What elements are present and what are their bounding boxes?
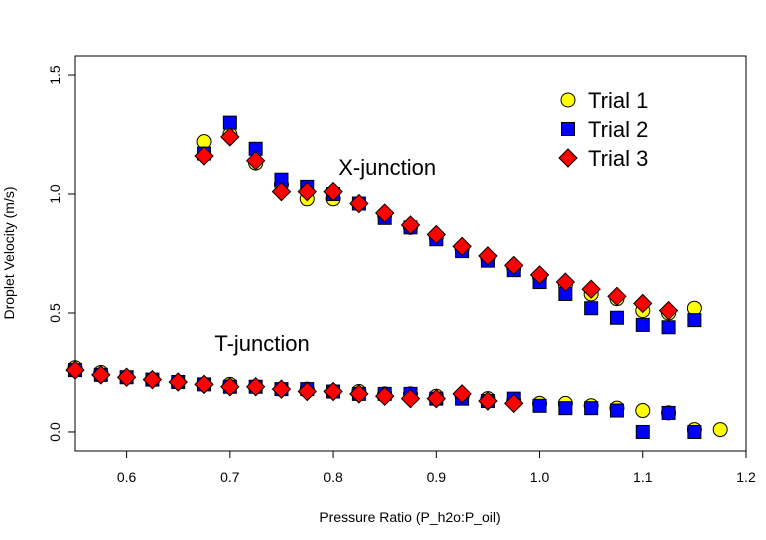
data-point [349,384,369,404]
data-point [222,115,237,130]
data-point [452,384,472,404]
data-point [400,215,421,235]
data-point [220,377,240,397]
data-point [297,381,317,402]
legend-item: Trial 3 [558,146,648,171]
data-point [245,377,266,397]
y-axis-label: Droplet Velocity (m/s) [1,186,17,319]
data-point [504,255,524,276]
x-tick-label: 0.9 [427,469,447,485]
x-tick-label: 0.6 [117,469,137,485]
legend: Trial 1 Trial 2 Trial 3 [558,88,648,171]
data-point [245,150,266,171]
x-tick-label: 0.7 [220,469,240,485]
data-point [452,236,472,257]
data-point [323,181,343,202]
x-axis: 0.6 0.7 0.8 0.9 1.0 1.1 1.2 [117,450,756,485]
data-points [65,115,728,439]
legend-marker [561,122,575,136]
data-point [581,279,601,299]
data-point [712,422,728,438]
data-point [426,224,447,245]
annotation-label: T-junction [214,331,309,356]
data-point [661,405,676,420]
y-tick-label: 1.0 [47,184,63,204]
data-point [687,424,702,439]
x-tick-label: 0.8 [323,469,343,485]
data-point [220,127,240,147]
data-point [658,300,679,321]
data-point [142,369,163,390]
x-tick-label: 1.2 [736,469,756,485]
x-axis-label: Pressure Ratio (P_h2o:P_oil) [319,509,500,525]
data-point [400,388,421,409]
data-point [532,398,547,413]
annotations: X-junction T-junction [214,155,436,356]
data-point [116,367,137,387]
annotation-label: X-junction [338,155,436,180]
data-point [635,424,650,439]
data-point [661,320,676,335]
data-point [609,403,624,418]
data-point [194,374,214,395]
data-point [504,393,524,414]
data-point [584,301,599,316]
y-tick-label: 1.5 [47,65,63,85]
data-point [349,193,369,214]
legend-marker [558,148,578,168]
legend-marker [560,92,576,108]
data-point [635,317,650,332]
data-point [607,286,627,307]
data-point [426,388,447,409]
y-tick-label: 0.5 [47,303,63,323]
data-point [635,403,651,419]
y-tick-label: 0.0 [47,422,63,442]
data-point [687,313,702,328]
x-tick-label: 1.1 [633,469,653,485]
legend-label: Trial 2 [588,117,648,142]
data-point [529,265,550,285]
data-point [65,360,85,380]
legend-item: Trial 1 [560,88,648,113]
data-point [271,181,292,202]
x-tick-label: 1.0 [530,469,550,485]
data-point [168,372,188,392]
data-point [194,146,214,166]
data-point [374,386,395,406]
series-3 [65,127,679,414]
data-point [374,203,395,223]
data-point [478,391,498,411]
legend-item: Trial 2 [561,117,648,142]
data-point [297,181,317,202]
data-point [633,293,653,314]
data-point [555,272,576,292]
data-point [323,381,343,402]
data-point [584,401,599,416]
data-point [609,310,624,325]
y-axis: 0.0 0.5 1.0 1.5 [47,65,76,442]
legend-label: Trial 3 [588,146,648,171]
data-point [271,379,292,399]
data-point [91,365,111,385]
data-point [478,246,498,266]
legend-label: Trial 1 [588,88,648,113]
data-point [558,401,573,416]
